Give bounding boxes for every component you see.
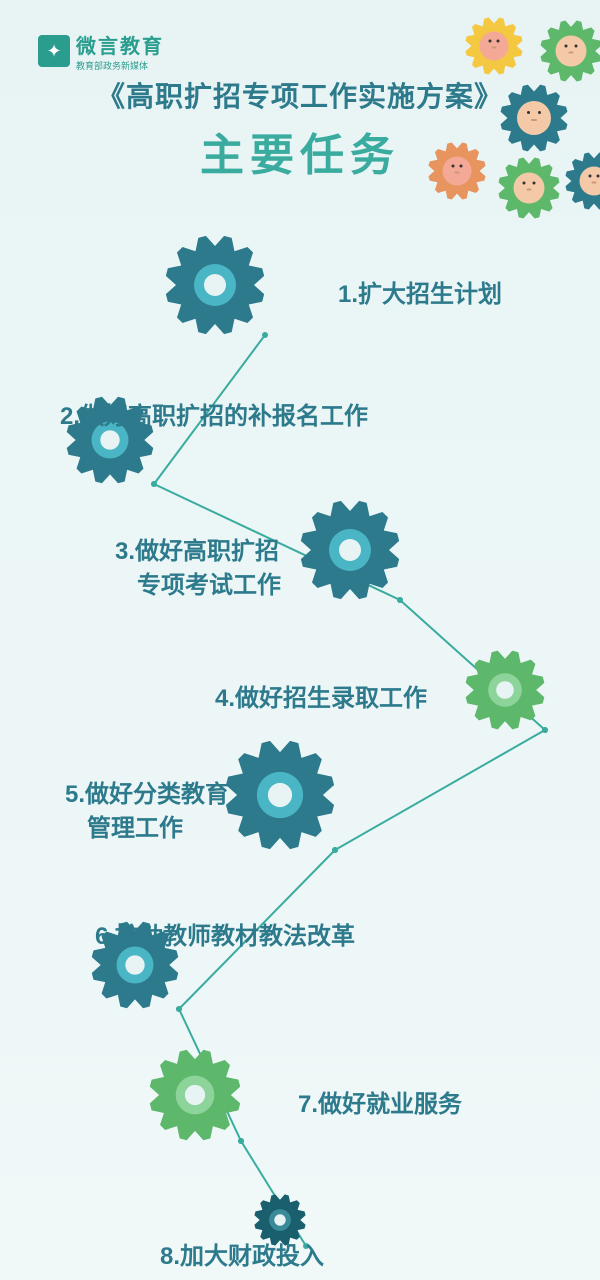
person-gear-1	[540, 20, 600, 82]
person-gear-5	[565, 152, 600, 210]
person-gear-4	[498, 157, 560, 219]
logo-sub: 教育部政务新媒体	[76, 59, 164, 72]
task-label-5: 5.做好分类教育管理工作	[65, 778, 229, 845]
gear-4	[465, 650, 545, 730]
task-label-1: 1.扩大招生计划	[338, 278, 502, 312]
task-label-8: 8.加大财政投入	[160, 1240, 324, 1274]
gear-7	[149, 1049, 241, 1141]
person-gear-2	[500, 84, 568, 152]
person-gear-3	[428, 142, 486, 200]
people-cluster	[370, 12, 600, 242]
task-label-3: 3.做好高职扩招专项考试工作	[115, 535, 281, 602]
gear-1	[165, 235, 265, 335]
person-gear-0	[465, 17, 523, 75]
logo-main: 微言教育	[76, 30, 164, 59]
gear-5	[225, 740, 335, 850]
task-label-4: 4.做好招生录取工作	[215, 682, 427, 716]
gear-3	[300, 500, 400, 600]
logo: ✦ 微言教育 教育部政务新媒体	[38, 30, 164, 72]
task-label-2: 2.做好高职扩招的补报名工作	[60, 400, 368, 434]
gear-8	[254, 1194, 306, 1246]
task-diagram: 1.扩大招生计划 2.做好高职扩招的补报名工作 3.做好高职扩招专项考试工作 4.做好…	[0, 240, 600, 1250]
task-label-7: 7.做好就业服务	[298, 1088, 462, 1122]
task-label-6: 6.推动教师教材教法改革	[95, 920, 355, 954]
logo-icon: ✦	[38, 35, 70, 67]
